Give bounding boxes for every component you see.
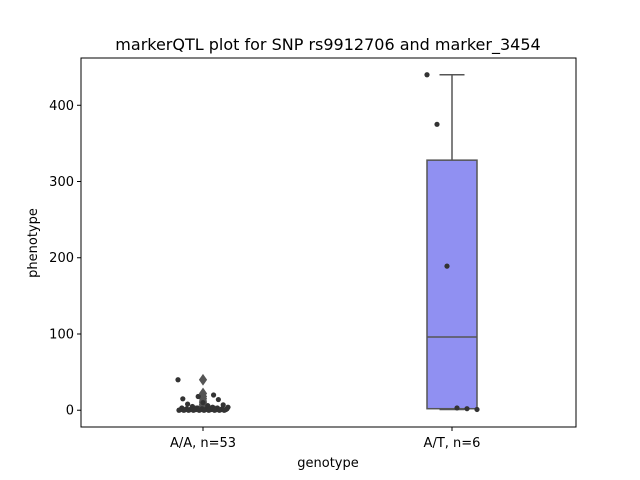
data-point [211,407,218,413]
data-point [206,407,212,413]
data-point [201,407,207,413]
data-point [474,406,480,413]
data-point [195,393,201,400]
x-tick-label: A/A, n=53 [170,436,236,451]
y-axis-label: phenotype [26,208,41,278]
data-point [176,407,182,413]
x-axis: A/A, n=53 A/T, n=6 [170,427,481,451]
data-point [185,401,191,407]
data-point [444,263,450,269]
y-tick-label: 200 [49,251,74,266]
data-point [181,407,187,413]
data-point [190,407,196,413]
x-tick-label: A/T, n=6 [424,436,481,451]
data-point [175,377,181,383]
box [426,159,478,410]
data-point [200,400,206,406]
data-point [464,406,470,412]
x-axis-label: genotype [297,456,358,471]
axes-frame [80,57,577,428]
y-tick-label: 0 [66,404,74,419]
data-point [196,407,202,413]
plot-area [175,72,480,413]
y-tick-label: 400 [49,99,74,114]
y-tick-label: 100 [49,327,74,342]
data-point [221,407,227,413]
chart-title: markerQTL plot for SNP rs9912706 and mar… [115,35,540,55]
data-point [216,407,222,413]
outlier-marker [198,373,208,386]
data-point [424,72,430,78]
data-point [215,396,221,403]
y-axis: 0 100 200 300 400 [49,99,81,419]
data-point [185,407,192,413]
data-point [180,396,186,402]
data-point [210,392,217,398]
y-tick-label: 300 [49,175,74,190]
data-point [454,405,460,411]
data-point [434,121,440,127]
